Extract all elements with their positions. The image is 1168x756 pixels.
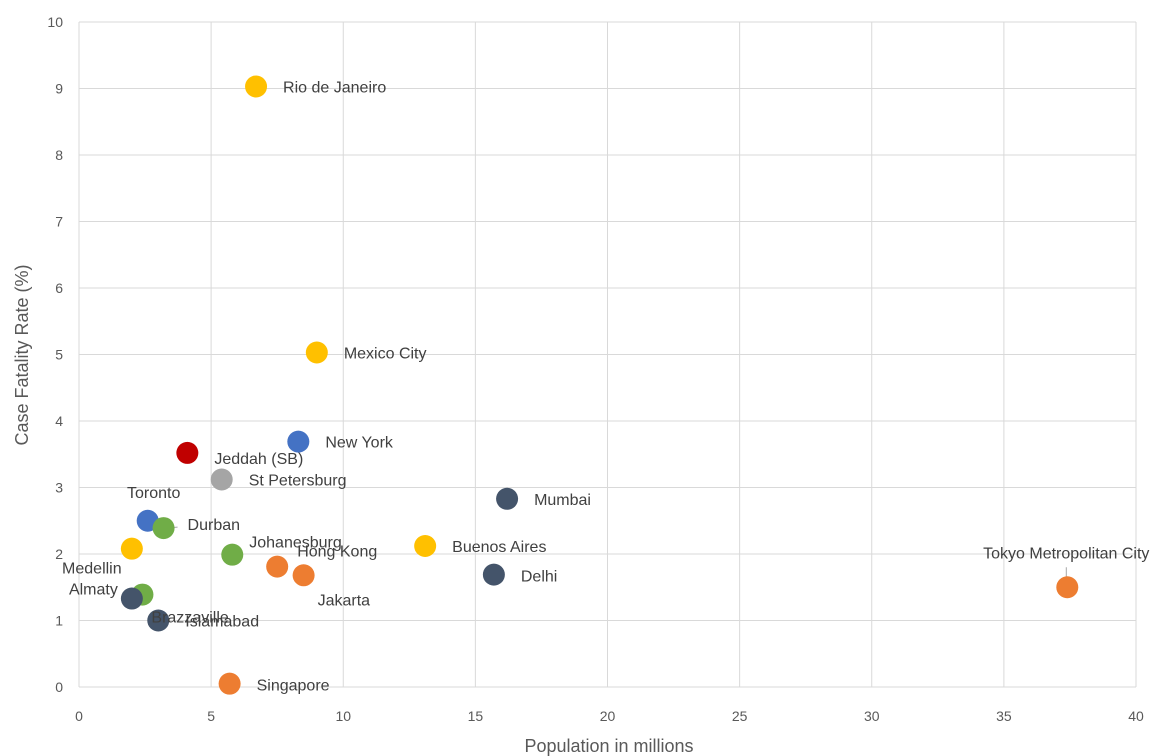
- data-label: Mexico City: [344, 346, 427, 363]
- x-tick-label: 35: [996, 708, 1012, 724]
- data-labels: Rio de Janeiro Mexico City New York Jeddah …: [62, 80, 1149, 695]
- y-tick-label: 6: [55, 280, 63, 296]
- data-label: Islamabad: [185, 614, 259, 631]
- data-point: [176, 441, 199, 464]
- y-tick-label: 5: [55, 347, 63, 363]
- y-tick-label: 10: [47, 14, 63, 30]
- y-axis-title: Case Fatality Rate (%): [12, 264, 32, 445]
- y-tick-label: 1: [55, 613, 63, 629]
- data-label: Hong Kong: [297, 544, 377, 561]
- y-tick-label: 4: [55, 413, 63, 429]
- y-tick-label: 3: [55, 480, 63, 496]
- data-label: Brazzaville: [151, 610, 228, 627]
- data-point: [218, 672, 241, 695]
- data-point: [120, 587, 143, 610]
- x-tick-label: 0: [75, 708, 83, 724]
- grid: [78, 21, 1137, 688]
- x-tick-label: 15: [468, 708, 484, 724]
- data-label: St Petersburg: [249, 473, 347, 490]
- x-tick-label: 30: [864, 708, 880, 724]
- data-label: Durban: [188, 517, 240, 534]
- data-label: Rio de Janeiro: [283, 80, 386, 97]
- x-tick-label: 5: [207, 708, 215, 724]
- data-label: Toronto: [127, 485, 180, 502]
- data-label: Mumbai: [534, 492, 591, 509]
- data-label: Medellin: [62, 561, 122, 578]
- data-point: [292, 564, 315, 587]
- data-point: [414, 535, 437, 558]
- x-tick-label: 25: [732, 708, 748, 724]
- data-point: [482, 563, 505, 586]
- y-tick-label: 9: [55, 81, 63, 97]
- data-point: [152, 517, 175, 540]
- y-axis-ticks: 0 1 2 3 4 5 6 7 8 9 10: [47, 14, 63, 695]
- data-point: [1056, 576, 1079, 599]
- data-label: Tokyo Metropolitan City: [983, 545, 1149, 562]
- data-point: [287, 430, 310, 453]
- x-tick-label: 20: [600, 708, 616, 724]
- data-point: [221, 543, 244, 566]
- data-points: [120, 75, 1079, 695]
- y-tick-label: 2: [55, 546, 63, 562]
- y-tick-label: 8: [55, 147, 63, 163]
- data-point: [210, 468, 233, 491]
- data-point: [305, 341, 328, 364]
- data-label: Jeddah (SB): [214, 451, 303, 468]
- data-label: Jakarta: [318, 592, 371, 609]
- x-tick-label: 40: [1128, 708, 1144, 724]
- data-point: [147, 609, 170, 632]
- x-axis-ticks: 0 5 10 15 20 25 30 35 40: [75, 708, 1144, 724]
- data-label: Johanesburg: [249, 535, 342, 552]
- data-label: Buenos Aires: [452, 539, 546, 556]
- x-tick-label: 10: [335, 708, 351, 724]
- data-label: Singapore: [257, 678, 330, 695]
- data-point: [120, 537, 143, 560]
- data-point: [496, 487, 519, 510]
- data-label: Almaty: [69, 582, 118, 599]
- data-label: Delhi: [521, 569, 557, 586]
- y-tick-label: 0: [55, 679, 63, 695]
- y-tick-label: 7: [55, 214, 63, 230]
- data-label: New York: [325, 435, 394, 452]
- x-axis-title: Population in millions: [524, 736, 693, 756]
- data-point: [266, 555, 289, 578]
- data-point: [245, 75, 268, 98]
